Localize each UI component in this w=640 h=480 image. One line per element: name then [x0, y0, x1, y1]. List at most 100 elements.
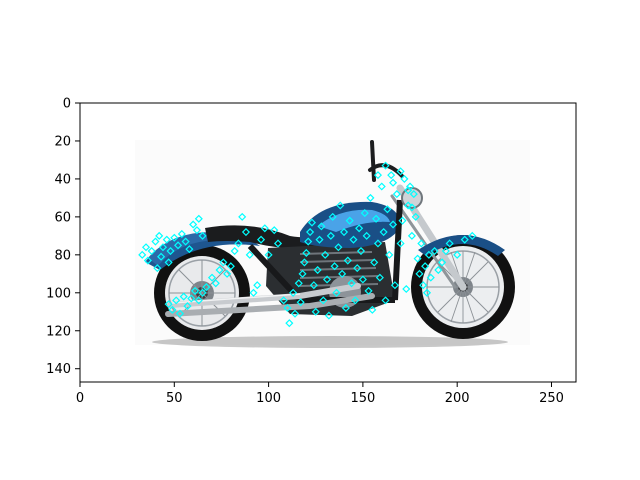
scatter-point	[389, 178, 398, 187]
fuel-tank-highlight	[318, 209, 390, 232]
scatter-point	[317, 222, 326, 231]
scatter-point	[407, 203, 416, 212]
scatter-point	[177, 229, 186, 239]
scatter-point	[190, 286, 200, 295]
y-tick-label: 100	[46, 286, 71, 301]
scatter-point	[407, 231, 416, 240]
scatter-point	[285, 319, 294, 328]
scatter-point	[353, 264, 362, 273]
scatter-point	[298, 269, 307, 278]
motorcycle-image	[135, 140, 530, 348]
scatter-point	[153, 264, 162, 273]
scatter-point	[306, 228, 315, 237]
x-tick-label: 0	[76, 391, 84, 406]
scatter-point	[181, 237, 190, 246]
scatter-point	[324, 311, 333, 320]
scatter-point	[366, 193, 375, 202]
scatter-point	[328, 212, 337, 221]
scatter-point	[198, 231, 207, 240]
scatter-point	[241, 228, 251, 237]
scatter-point	[387, 171, 396, 180]
scatter-point	[379, 228, 388, 237]
scatter-point	[164, 258, 173, 267]
scatter-point	[381, 161, 390, 170]
scatter-point	[345, 216, 354, 225]
scatter-point	[351, 296, 360, 305]
scatter-point	[283, 303, 292, 313]
scatter-point	[207, 273, 217, 282]
scatter-point	[172, 296, 181, 305]
exhaust-pipe-lower	[165, 293, 375, 317]
scatter-point	[273, 239, 283, 248]
scatter-point	[355, 224, 364, 233]
scatter-point	[321, 250, 330, 259]
scatter-point	[468, 231, 477, 240]
scatter-point	[453, 250, 462, 259]
scatter-point	[174, 241, 183, 250]
scatter-point	[336, 201, 345, 210]
scatter-point	[349, 235, 358, 244]
scatter-point	[375, 273, 384, 282]
scatter-point	[362, 231, 371, 240]
scatter-point	[302, 248, 311, 257]
y-axis-ticks: 0 20 40 60 80 100 120 140	[46, 97, 80, 377]
scatter-point	[179, 292, 188, 301]
scatter-point	[389, 220, 398, 229]
scatter-point	[151, 237, 160, 246]
scatter-point	[215, 265, 224, 275]
scatter-point	[396, 239, 405, 248]
front-fork-inner	[390, 194, 457, 289]
scatter-point	[311, 307, 320, 316]
scatter-point	[253, 281, 262, 290]
scatter-point	[434, 265, 443, 275]
scatter-point	[185, 245, 194, 254]
scatter-point	[392, 190, 401, 199]
scatter-point	[319, 296, 328, 305]
scatter-point	[396, 167, 405, 176]
scatter-point	[372, 214, 381, 223]
rear-wheel	[154, 245, 250, 341]
scatter-point	[360, 209, 369, 218]
scatter-point	[264, 250, 273, 259]
scatter-point	[334, 243, 343, 252]
scatter-point	[147, 246, 156, 256]
scatter-point	[338, 269, 347, 278]
scatter-point	[438, 258, 447, 267]
seat	[205, 225, 320, 249]
scatter-point	[364, 286, 373, 295]
scatter-point	[168, 305, 177, 314]
scatter-point	[424, 250, 433, 259]
scatter-point	[211, 279, 220, 288]
scatter-point	[421, 262, 430, 271]
scatter-point	[234, 239, 243, 248]
scatter-point	[339, 228, 349, 237]
ground-shadow	[152, 336, 508, 348]
scatter-point	[343, 256, 352, 265]
scatter-point	[260, 224, 269, 233]
scatter-point	[400, 174, 409, 183]
scatter-point	[158, 243, 168, 252]
scatter-point	[402, 284, 411, 294]
scatter-point	[238, 212, 247, 221]
scatter-point	[226, 262, 235, 271]
scatter-point	[294, 279, 303, 288]
front-fender	[418, 235, 505, 256]
scatter-point	[377, 182, 386, 191]
scatter-point	[417, 239, 426, 248]
x-tick-label: 200	[445, 391, 470, 406]
scatter-point	[430, 246, 439, 256]
scatter-point	[330, 262, 339, 271]
scatter-point	[409, 190, 418, 199]
scatter-point	[162, 235, 171, 244]
y-tick-label: 120	[46, 324, 71, 339]
scatter-point	[304, 237, 313, 246]
scatter-point	[411, 212, 420, 221]
x-tick-label: 250	[539, 391, 564, 406]
scatter-point	[189, 220, 198, 229]
scatter-point	[390, 281, 399, 290]
scatter-point	[370, 258, 379, 267]
rear-fender-shade	[148, 232, 220, 266]
scatter-point	[415, 269, 424, 278]
scatter-point	[307, 218, 317, 227]
